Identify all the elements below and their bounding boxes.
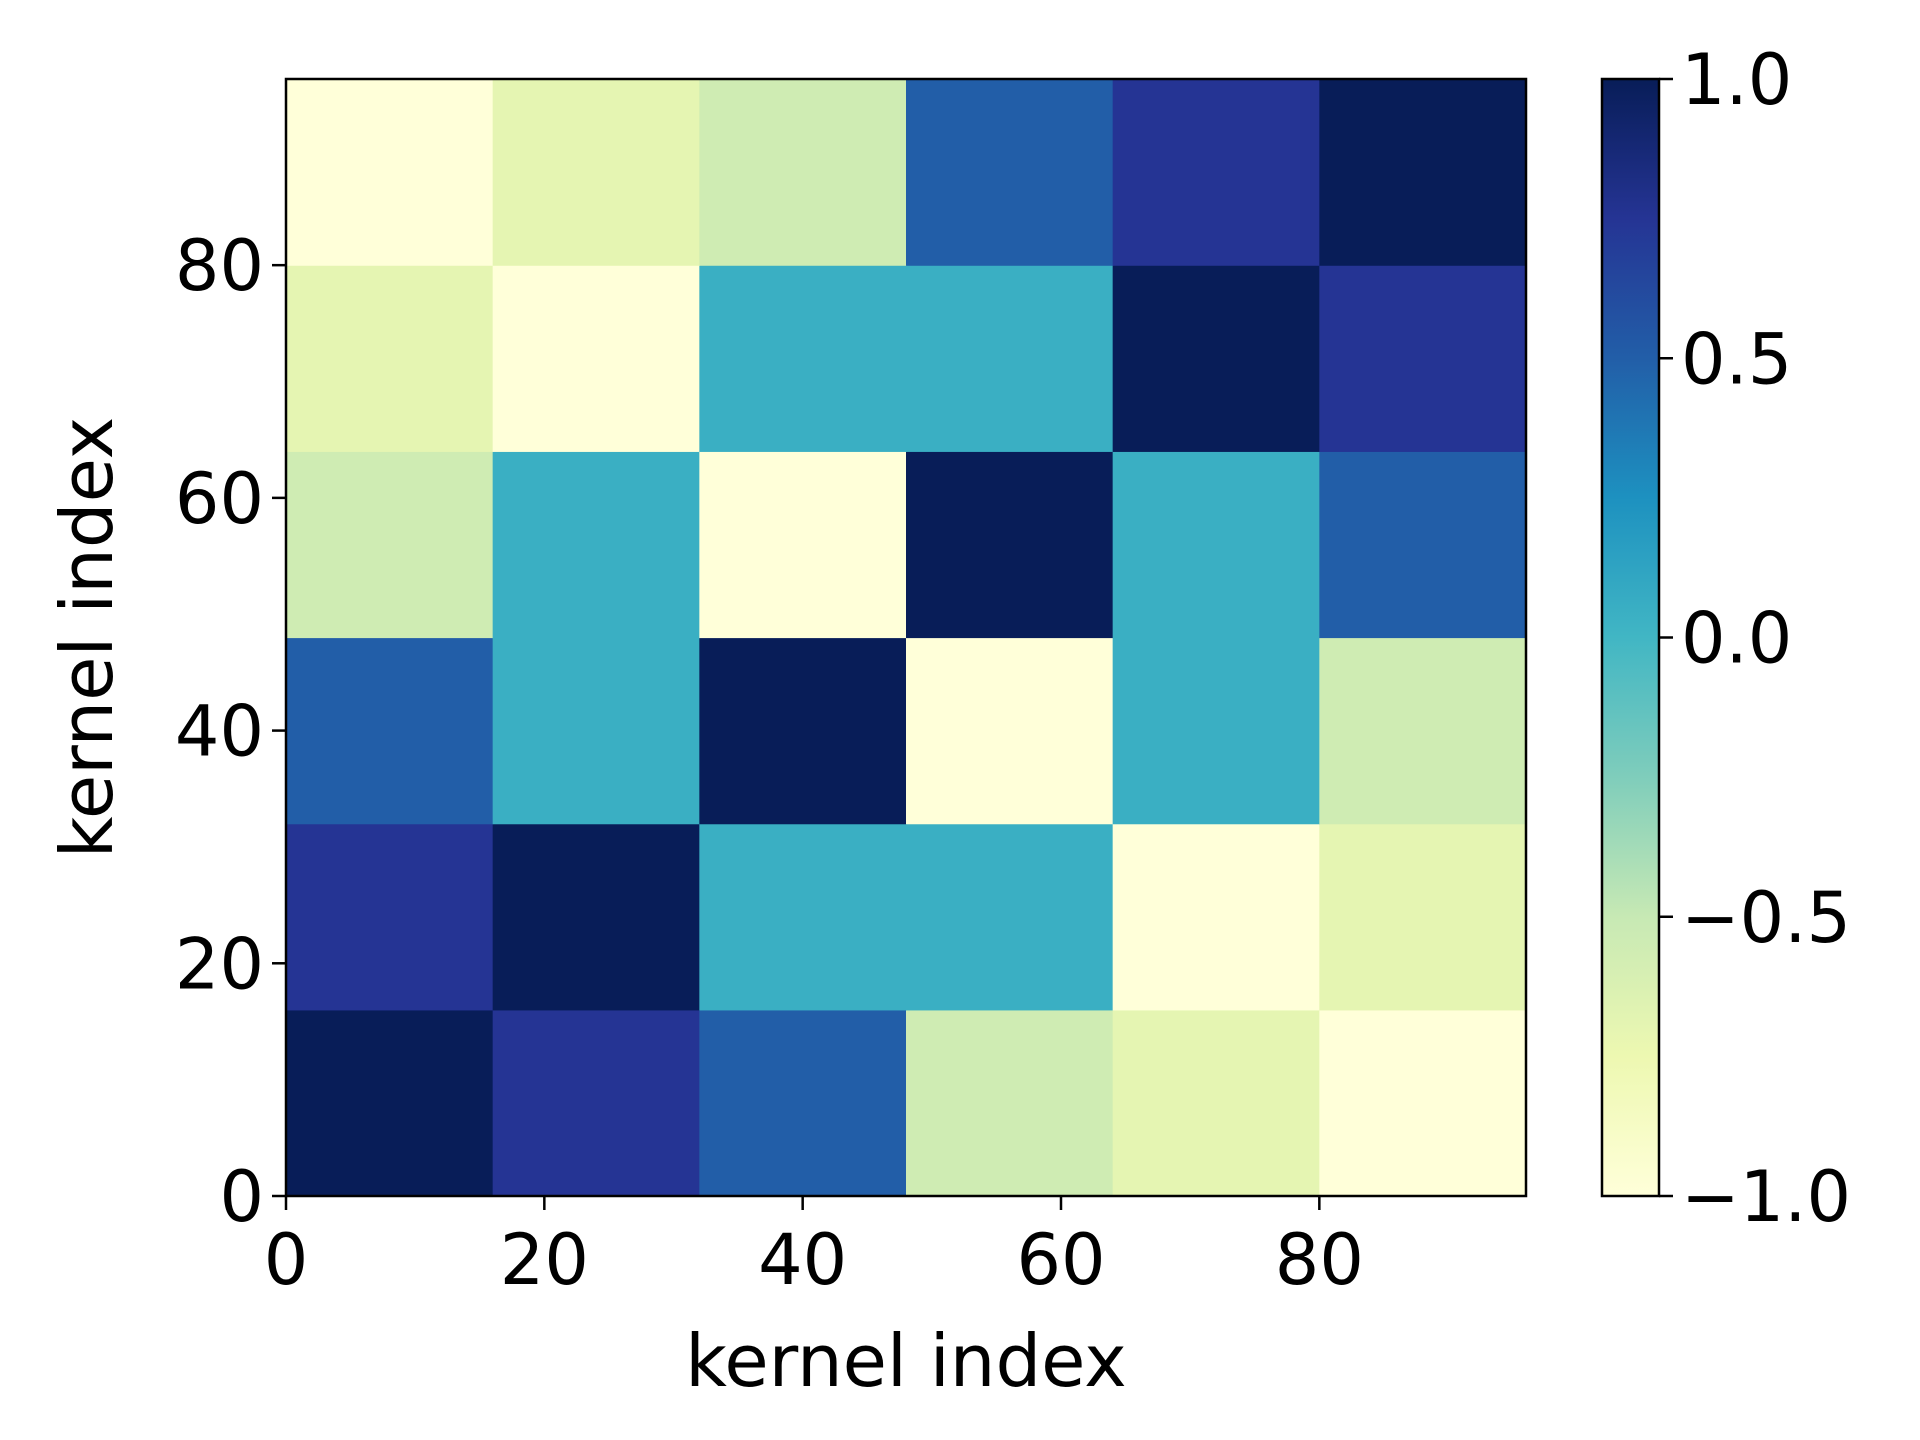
heatmap-cell-r3-c1 <box>492 451 700 639</box>
y-tick-label: 0 <box>219 1156 264 1238</box>
heatmap-cell-r5-c3 <box>906 79 1114 266</box>
x-tick-label: 60 <box>1016 1219 1105 1301</box>
heatmap-cell-r0-c4 <box>1112 1009 1320 1197</box>
heatmap-cell-r1-c1 <box>492 823 700 1011</box>
y-tick-label: 80 <box>175 225 264 307</box>
heatmap-cell-r4-c2 <box>699 265 907 452</box>
heatmap-cell-r4-c4 <box>1112 265 1320 452</box>
colorbar-tick-label: −0.5 <box>1681 877 1851 959</box>
heatmap-cells <box>286 79 1527 1197</box>
colorbar-ticks: −1.0 −0.5 0.0 0.5 1.0 <box>1659 39 1851 1238</box>
x-axis-ticks: 0 20 40 60 80 <box>264 1196 1364 1301</box>
heatmap-cell-r4-c0 <box>286 265 494 452</box>
x-axis-label: kernel index <box>685 1319 1127 1403</box>
heatmap-cell-r3-c3 <box>906 451 1114 639</box>
heatmap-cell-r3-c5 <box>1319 451 1527 639</box>
heatmap-cell-r4-c3 <box>906 265 1114 452</box>
colorbar-tick-label: 0.5 <box>1681 318 1792 400</box>
heatmap-cell-r0-c2 <box>699 1009 907 1197</box>
plot-frame <box>284 77 1528 1198</box>
heatmap-cell-r4-c1 <box>492 265 700 452</box>
heatmap-cell-r5-c1 <box>492 79 700 266</box>
heatmap-cell-r4-c5 <box>1319 265 1527 452</box>
y-axis-ticks: 0 20 40 60 80 <box>175 225 286 1238</box>
heatmap-cell-r3-c2 <box>699 451 907 639</box>
heatmap-cell-r5-c2 <box>699 79 907 266</box>
heatmap-cell-r1-c3 <box>906 823 1114 1011</box>
heatmap-cell-r2-c5 <box>1319 637 1527 825</box>
heatmap-cell-r2-c4 <box>1112 637 1320 825</box>
heatmap-cell-r2-c2 <box>699 637 907 825</box>
y-tick-label: 20 <box>175 923 264 1005</box>
x-tick-label: 20 <box>500 1219 589 1301</box>
heatmap-cell-r2-c3 <box>906 637 1114 825</box>
colorbar-tick-label: −1.0 <box>1681 1156 1851 1238</box>
y-tick-label: 40 <box>175 691 264 773</box>
heatmap-cell-r1-c5 <box>1319 823 1527 1011</box>
heatmap-cell-r5-c4 <box>1112 79 1320 266</box>
heatmap-cell-r1-c0 <box>286 823 494 1011</box>
colorbar-tick-label: 0.0 <box>1681 598 1792 680</box>
heatmap-cell-r1-c2 <box>699 823 907 1011</box>
heatmap-cell-r3-c0 <box>286 451 494 639</box>
x-tick-label: 0 <box>264 1219 309 1301</box>
heatmap-cell-r5-c5 <box>1319 79 1527 266</box>
heatmap-cell-r2-c0 <box>286 637 494 825</box>
heatmap-cell-r1-c4 <box>1112 823 1320 1011</box>
heatmap-cell-r3-c4 <box>1112 451 1320 639</box>
heatmap-cell-r0-c0 <box>286 1009 494 1197</box>
x-tick-label: 80 <box>1275 1219 1364 1301</box>
heatmap-cell-r0-c3 <box>906 1009 1114 1197</box>
colorbar-tick-label: 1.0 <box>1681 39 1792 121</box>
heatmap-cell-r5-c0 <box>286 79 494 266</box>
heatmap-cell-r2-c1 <box>492 637 700 825</box>
y-axis-label: kernel index <box>45 417 129 859</box>
x-tick-label: 40 <box>758 1219 847 1301</box>
heatmap-cell-r0-c1 <box>492 1009 700 1197</box>
y-tick-label: 60 <box>175 458 264 540</box>
heatmap-cell-r0-c5 <box>1319 1009 1527 1197</box>
colorbar <box>1602 79 1659 1196</box>
